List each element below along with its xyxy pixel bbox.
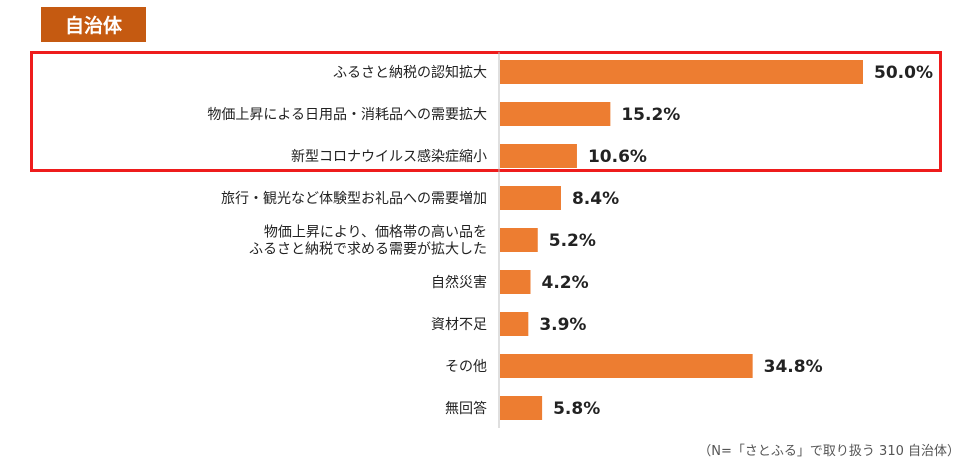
- category-label: 旅行・観光など体験型お礼品への需要増加: [221, 190, 487, 207]
- value-label: 50.0%: [874, 63, 933, 83]
- value-label: 4.2%: [541, 273, 588, 293]
- category-label: その他: [445, 359, 487, 375]
- highlight-box: [30, 51, 942, 172]
- bar: [500, 312, 529, 336]
- segment-tag: 自治体: [41, 7, 146, 42]
- bar: [500, 144, 577, 168]
- category-label: 物価上昇により、価格帯の高い品を: [264, 224, 487, 241]
- bar: [500, 60, 863, 84]
- value-label: 3.9%: [539, 315, 586, 335]
- category-label: 物価上昇による日用品・消耗品への需要拡大: [207, 107, 487, 123]
- value-label: 15.2%: [621, 105, 680, 125]
- bar: [500, 396, 543, 420]
- value-label: 5.2%: [549, 231, 596, 251]
- category-label: 自然災害: [431, 274, 487, 291]
- category-label: ふるさと納税の認知拡大: [333, 64, 487, 81]
- category-label: 新型コロナウイルス感染症縮小: [291, 148, 487, 165]
- category-label: ふるさと納税で求める需要が拡大した: [249, 242, 487, 258]
- category-label: 資材不足: [431, 317, 487, 333]
- category-label: 無回答: [445, 400, 487, 417]
- bar: [500, 186, 561, 210]
- bar: [500, 270, 531, 294]
- bar: [500, 102, 611, 126]
- value-label: 5.8%: [553, 399, 600, 419]
- value-label: 8.4%: [572, 189, 619, 209]
- bar: [500, 228, 538, 252]
- value-label: 10.6%: [588, 147, 647, 167]
- bar: [500, 354, 753, 378]
- segment-tag-label: 自治体: [64, 15, 122, 37]
- footnote: （N=「さとふる」で取り扱う 310 自治体）: [698, 444, 960, 459]
- value-label: 34.8%: [764, 357, 823, 377]
